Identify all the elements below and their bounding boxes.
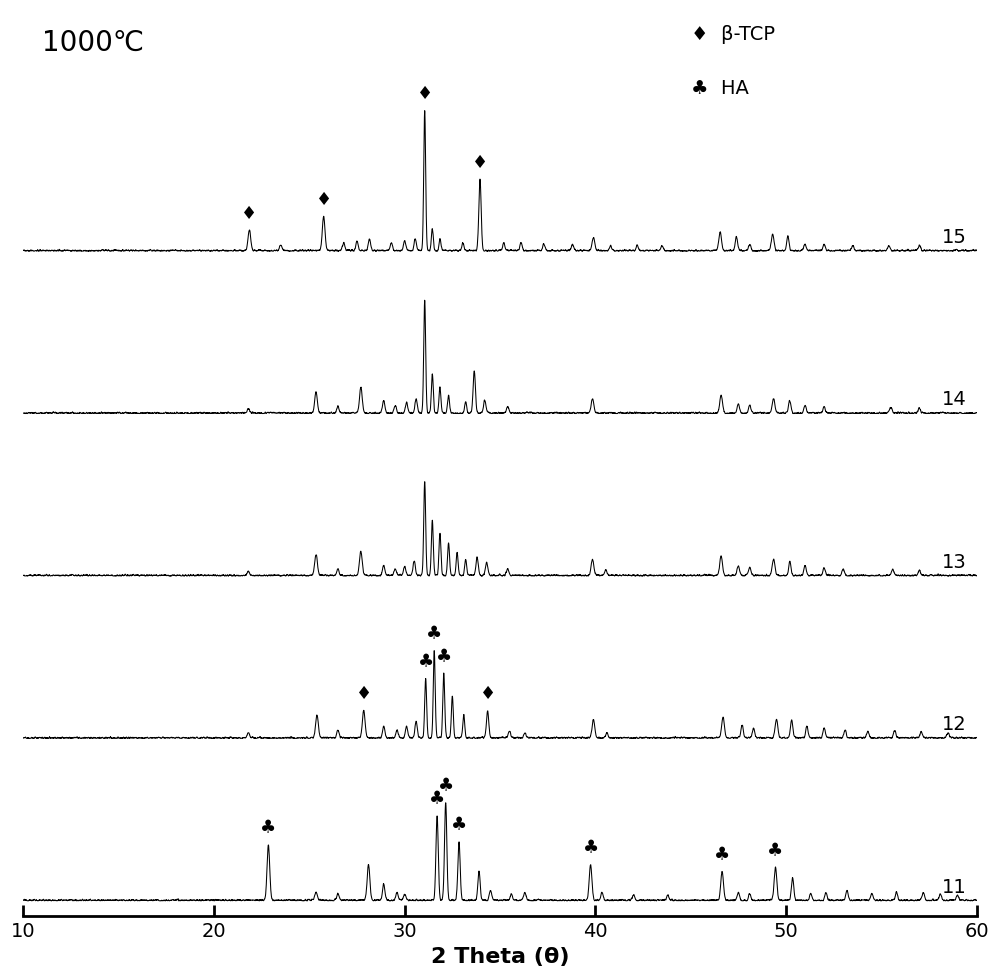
Text: ♦  β-TCP: ♦ β-TCP [691, 24, 775, 44]
Text: 15: 15 [942, 228, 967, 246]
Text: 14: 14 [942, 390, 967, 408]
X-axis label: 2 Theta (θ): 2 Theta (θ) [431, 946, 569, 966]
Text: ♣: ♣ [438, 777, 454, 794]
Text: ♣: ♣ [714, 845, 730, 864]
Text: 1000℃: 1000℃ [42, 29, 144, 58]
Text: ♣: ♣ [260, 819, 276, 836]
Text: ♦: ♦ [241, 204, 257, 223]
Text: ♦: ♦ [316, 191, 332, 209]
Text: ♣: ♣ [436, 647, 452, 665]
Text: 12: 12 [942, 714, 967, 734]
Text: ♦: ♦ [356, 684, 372, 702]
Text: ♣  HA: ♣ HA [691, 79, 749, 98]
Text: ♦: ♦ [417, 85, 433, 104]
Text: ♣: ♣ [426, 624, 442, 643]
Text: 13: 13 [942, 552, 967, 572]
Text: ♣: ♣ [429, 789, 445, 808]
Text: ♣: ♣ [451, 816, 467, 833]
Text: ♣: ♣ [767, 841, 784, 859]
Text: ♦: ♦ [480, 685, 496, 702]
Text: ♣: ♣ [418, 653, 434, 670]
Text: 11: 11 [942, 876, 967, 896]
Text: ♣: ♣ [582, 838, 599, 857]
Text: ♦: ♦ [472, 153, 488, 172]
